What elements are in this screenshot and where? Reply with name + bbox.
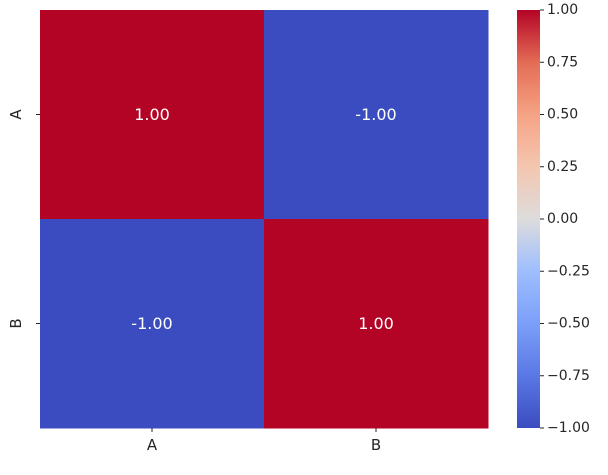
colorbar bbox=[517, 10, 540, 428]
cell-value-label: 1.00 bbox=[358, 314, 394, 333]
cell-value-label: -1.00 bbox=[355, 105, 396, 124]
heatmap-cell bbox=[264, 219, 489, 429]
y-tick-label: A bbox=[7, 109, 25, 120]
x-tick-label: B bbox=[371, 436, 381, 454]
colorbar-tick-label: −0.75 bbox=[547, 368, 590, 384]
colorbar-tick-label: −0.50 bbox=[547, 316, 590, 332]
colorbar-gradient bbox=[517, 10, 540, 428]
cell-annotations: 1.00 -1.00 -1.00 1.00 bbox=[131, 105, 396, 333]
heatmap-cells bbox=[40, 10, 489, 429]
colorbar-tick-label: 1.00 bbox=[547, 2, 578, 18]
heatmap-cell bbox=[40, 219, 265, 429]
colorbar-tick-label: 0.75 bbox=[547, 54, 578, 70]
colorbar-tick-label: −0.25 bbox=[547, 263, 590, 279]
colorbar-tick-label: 0.00 bbox=[547, 211, 578, 227]
x-tick-label: A bbox=[147, 436, 158, 454]
cell-value-label: 1.00 bbox=[134, 105, 170, 124]
y-axis-ticks: AB bbox=[7, 109, 40, 329]
heatmap-cell bbox=[40, 10, 265, 220]
colorbar-tick-label: −1.00 bbox=[547, 420, 590, 436]
cell-value-label: -1.00 bbox=[131, 314, 172, 333]
heatmap-cell bbox=[264, 10, 489, 220]
colorbar-tick-label: 0.25 bbox=[547, 159, 578, 175]
colorbar-ticks: 1.00 0.75 0.50 0.25 0.00 −0.25 −0.50 −0.75 −1.00 bbox=[540, 2, 590, 436]
colorbar-tick-label: 0.50 bbox=[547, 107, 578, 123]
y-tick-label: B bbox=[7, 318, 25, 328]
